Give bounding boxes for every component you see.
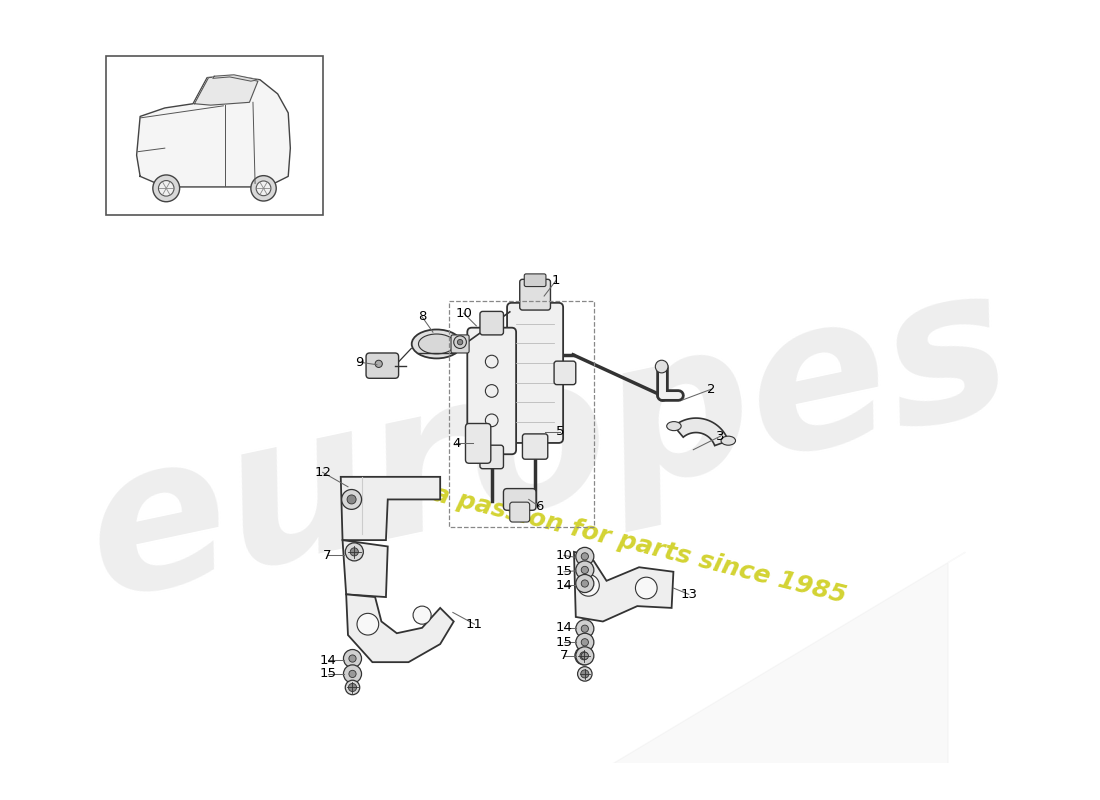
Text: 14: 14 <box>320 654 337 667</box>
Text: 3: 3 <box>716 430 725 442</box>
Text: 14: 14 <box>556 622 572 634</box>
Text: 8: 8 <box>418 310 427 323</box>
Circle shape <box>348 495 356 504</box>
Polygon shape <box>195 75 257 105</box>
FancyBboxPatch shape <box>509 502 530 522</box>
FancyBboxPatch shape <box>522 434 548 459</box>
Text: 9: 9 <box>354 355 363 369</box>
Circle shape <box>256 181 271 196</box>
Text: 10: 10 <box>556 549 572 562</box>
Text: 11: 11 <box>466 618 483 630</box>
Text: 14: 14 <box>556 579 572 592</box>
Bar <box>106 57 322 214</box>
Text: 1: 1 <box>551 274 560 287</box>
Polygon shape <box>342 540 387 597</box>
FancyBboxPatch shape <box>465 423 491 463</box>
Polygon shape <box>674 418 728 446</box>
Polygon shape <box>574 552 673 622</box>
Ellipse shape <box>667 422 681 430</box>
Circle shape <box>349 655 356 662</box>
Circle shape <box>581 566 589 574</box>
FancyBboxPatch shape <box>525 274 546 286</box>
Circle shape <box>343 665 362 683</box>
Circle shape <box>453 336 466 349</box>
Text: 12: 12 <box>315 466 331 479</box>
Circle shape <box>575 646 594 665</box>
Circle shape <box>581 638 589 646</box>
FancyBboxPatch shape <box>480 445 504 469</box>
Circle shape <box>251 176 276 201</box>
Circle shape <box>656 360 668 373</box>
Polygon shape <box>346 594 453 662</box>
Text: 4: 4 <box>452 437 461 450</box>
Circle shape <box>375 360 383 367</box>
Text: 15: 15 <box>556 636 572 649</box>
Text: 7: 7 <box>323 549 331 562</box>
Circle shape <box>575 634 594 651</box>
Polygon shape <box>136 75 290 187</box>
Text: 13: 13 <box>680 588 697 601</box>
FancyBboxPatch shape <box>519 279 550 310</box>
Circle shape <box>414 606 431 624</box>
Circle shape <box>349 683 356 691</box>
FancyBboxPatch shape <box>468 328 516 454</box>
FancyBboxPatch shape <box>504 489 536 510</box>
Polygon shape <box>341 477 440 540</box>
Circle shape <box>575 646 593 665</box>
Text: 5: 5 <box>557 425 564 438</box>
Ellipse shape <box>411 330 461 358</box>
Circle shape <box>349 670 356 678</box>
Circle shape <box>345 543 363 561</box>
FancyBboxPatch shape <box>366 353 398 378</box>
Text: europes: europes <box>69 250 1027 641</box>
Circle shape <box>581 652 589 659</box>
Text: 6: 6 <box>536 500 543 513</box>
Text: 10: 10 <box>455 306 472 320</box>
Bar <box>449 301 594 526</box>
Circle shape <box>575 561 594 579</box>
Circle shape <box>342 490 362 510</box>
Ellipse shape <box>418 334 454 354</box>
Text: 7: 7 <box>560 650 569 662</box>
Circle shape <box>581 580 589 587</box>
Circle shape <box>458 339 463 345</box>
Circle shape <box>575 547 594 566</box>
Circle shape <box>580 652 588 660</box>
Circle shape <box>578 666 592 681</box>
Circle shape <box>636 577 657 599</box>
Ellipse shape <box>722 436 736 446</box>
Text: 15: 15 <box>556 566 572 578</box>
FancyBboxPatch shape <box>507 303 563 443</box>
Circle shape <box>158 181 174 196</box>
Circle shape <box>575 620 594 638</box>
Circle shape <box>350 548 359 556</box>
Circle shape <box>581 625 589 632</box>
Circle shape <box>343 650 362 667</box>
Text: a passion for parts since 1985: a passion for parts since 1985 <box>430 482 848 608</box>
Circle shape <box>345 680 360 694</box>
Polygon shape <box>212 75 257 81</box>
FancyBboxPatch shape <box>451 335 469 353</box>
Circle shape <box>153 175 179 202</box>
Circle shape <box>578 574 600 596</box>
Circle shape <box>581 553 589 560</box>
Circle shape <box>358 614 378 635</box>
Text: 15: 15 <box>320 667 337 681</box>
FancyBboxPatch shape <box>554 361 575 385</box>
Circle shape <box>581 670 589 678</box>
Circle shape <box>575 574 594 593</box>
Text: 2: 2 <box>707 382 716 396</box>
FancyBboxPatch shape <box>480 311 504 335</box>
